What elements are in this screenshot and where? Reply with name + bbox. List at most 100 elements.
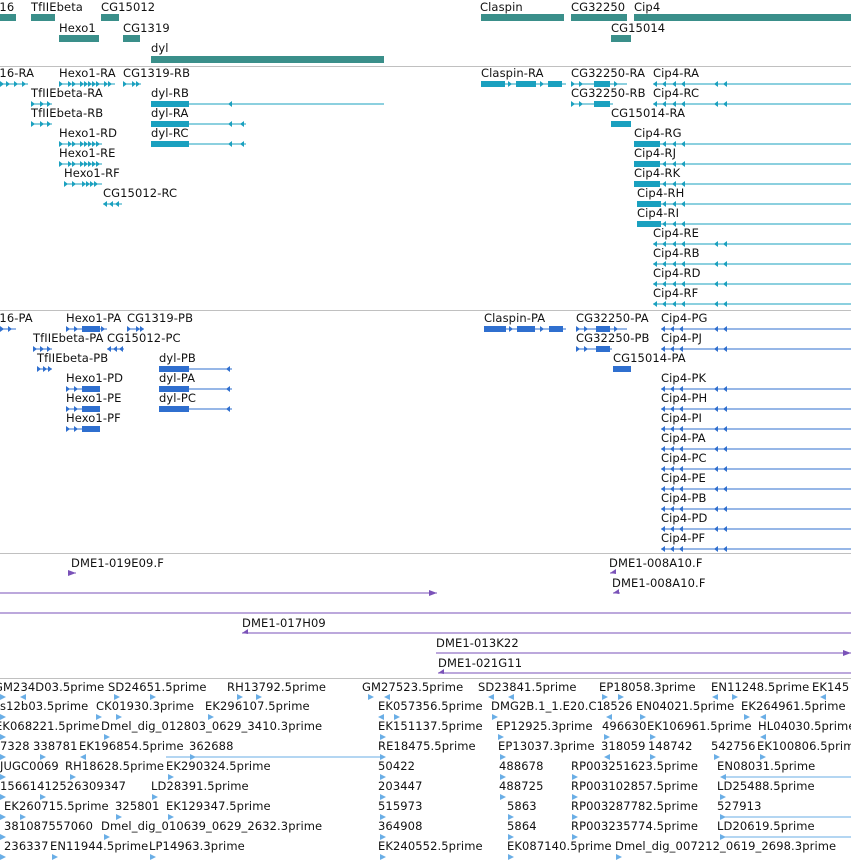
strand-arrow[interactable] <box>576 326 580 332</box>
exon-block[interactable] <box>596 326 610 332</box>
strand-arrow[interactable] <box>579 81 583 87</box>
est-mark[interactable] <box>488 694 494 700</box>
est-label[interactable]: CK01930.3prime <box>96 699 195 713</box>
est-mark[interactable] <box>500 794 506 800</box>
gene-label[interactable]: dyl <box>151 41 169 55</box>
est-label[interactable]: 364908 <box>378 819 423 833</box>
exon-block[interactable] <box>594 81 610 87</box>
strand-arrow[interactable] <box>679 406 683 412</box>
est-mark[interactable] <box>104 834 110 840</box>
clone-label[interactable]: DME1-008A10.F <box>612 576 706 590</box>
clone-label[interactable]: DME1-017H09 <box>242 616 326 630</box>
est-mark[interactable] <box>150 854 156 860</box>
transcript-label[interactable]: Cip4-RA <box>653 66 700 80</box>
est-label[interactable]: 527913 <box>717 799 762 813</box>
protein-label[interactable]: Cip4-PA <box>661 431 706 445</box>
est-label[interactable]: RP003102857.5prime <box>571 779 699 793</box>
exon-block[interactable] <box>611 121 631 127</box>
clone-label[interactable]: DME1-008A10.F <box>609 556 703 570</box>
strand-arrow[interactable] <box>679 506 683 512</box>
protein-label[interactable]: CG32250-PB <box>576 331 650 345</box>
strand-arrow[interactable] <box>8 326 12 332</box>
exon-block[interactable] <box>634 161 660 167</box>
exon-block[interactable] <box>549 326 563 332</box>
clone-end[interactable] <box>429 590 437 596</box>
est-mark[interactable] <box>384 694 390 700</box>
strand-arrow[interactable] <box>113 346 117 352</box>
gene-label[interactable]: TfIIEbeta <box>31 0 83 14</box>
est-label[interactable]: GM234D03.5prime <box>0 680 105 694</box>
strand-arrow[interactable] <box>681 81 685 87</box>
strand-arrow[interactable] <box>661 326 665 332</box>
exon-block[interactable] <box>159 386 189 392</box>
exon-block[interactable] <box>594 101 610 107</box>
est-label[interactable]: RH13792.5prime <box>227 680 327 694</box>
est-mark[interactable] <box>208 714 214 720</box>
transcript-label[interactable]: CG1319-RB <box>123 66 191 80</box>
strand-arrow[interactable] <box>662 221 666 227</box>
protein-label[interactable]: Cip4-PK <box>661 371 707 385</box>
est-mark[interactable] <box>500 774 506 780</box>
strand-arrow[interactable] <box>92 141 96 147</box>
protein-label[interactable]: Cip4-PF <box>661 531 706 545</box>
transcript-label[interactable]: Cip4-RE <box>653 226 699 240</box>
strand-arrow[interactable] <box>723 281 727 287</box>
strand-arrow[interactable] <box>84 141 88 147</box>
est-label[interactable]: EK151137.5prime <box>378 719 483 733</box>
est-label[interactable]: EP12925.3prime <box>496 719 593 733</box>
est-mark[interactable] <box>650 754 656 760</box>
protein-label[interactable]: Hexo1-PD <box>66 371 124 385</box>
protein-label[interactable]: Cip4-PH <box>661 391 708 405</box>
protein-label[interactable]: CG15014-PA <box>613 351 686 365</box>
strand-arrow[interactable] <box>136 81 140 87</box>
strand-arrow[interactable] <box>74 426 78 432</box>
strand-arrow[interactable] <box>672 201 676 207</box>
strand-arrow[interactable] <box>662 201 666 207</box>
clone-label[interactable]: DME1-013K22 <box>436 636 519 650</box>
strand-arrow[interactable] <box>86 181 90 187</box>
est-mark[interactable] <box>0 694 6 700</box>
strand-arrow[interactable] <box>661 546 665 552</box>
exon-block[interactable] <box>481 81 505 87</box>
est-mark[interactable] <box>720 814 726 820</box>
protein-label[interactable]: dyl-PB <box>159 351 196 365</box>
est-mark[interactable] <box>606 714 612 720</box>
strand-arrow[interactable] <box>662 141 666 147</box>
est-mark[interactable] <box>256 694 262 700</box>
est-label[interactable]: 338781 <box>33 739 78 753</box>
strand-arrow[interactable] <box>679 546 683 552</box>
est-mark[interactable] <box>150 694 156 700</box>
exon-block[interactable] <box>637 221 661 227</box>
strand-arrow[interactable] <box>90 181 94 187</box>
strand-arrow[interactable] <box>614 81 618 87</box>
strand-arrow[interactable] <box>48 366 52 372</box>
est-label[interactable]: EK196854.5prime <box>79 739 184 753</box>
protein-label[interactable]: dyl-PA <box>159 371 196 385</box>
est-mark[interactable] <box>52 854 58 860</box>
strand-arrow[interactable] <box>670 326 674 332</box>
transcript-label[interactable]: CG32250-RB <box>571 86 646 100</box>
strand-arrow[interactable] <box>661 486 665 492</box>
est-label[interactable]: EK240552.5prime <box>378 839 483 853</box>
est-mark[interactable] <box>237 694 243 700</box>
strand-arrow[interactable] <box>66 326 70 332</box>
est-label[interactable]: 5863 <box>507 799 537 813</box>
strand-arrow[interactable] <box>80 161 84 167</box>
clone-end[interactable] <box>843 650 851 656</box>
transcript-label[interactable]: Cip4-RF <box>653 286 699 300</box>
est-mark[interactable] <box>712 694 718 700</box>
strand-arrow[interactable] <box>662 281 666 287</box>
gene-bar[interactable] <box>31 14 55 21</box>
est-mark[interactable] <box>508 694 514 700</box>
strand-arrow[interactable] <box>226 406 230 412</box>
est-mark[interactable] <box>760 734 766 740</box>
protein-label[interactable]: dyl-PC <box>159 391 197 405</box>
exon-block[interactable] <box>596 346 610 352</box>
est-label[interactable]: Dmel_dig_012803_0629_3410.3prime <box>101 719 323 733</box>
gene-bar[interactable] <box>611 35 631 42</box>
est-mark[interactable] <box>378 714 384 720</box>
est-label[interactable]: RP003251623.5prime <box>571 759 699 773</box>
strand-arrow[interactable] <box>679 466 683 472</box>
protein-label[interactable]: Hexo1-PF <box>66 411 121 425</box>
est-mark[interactable] <box>368 694 374 700</box>
